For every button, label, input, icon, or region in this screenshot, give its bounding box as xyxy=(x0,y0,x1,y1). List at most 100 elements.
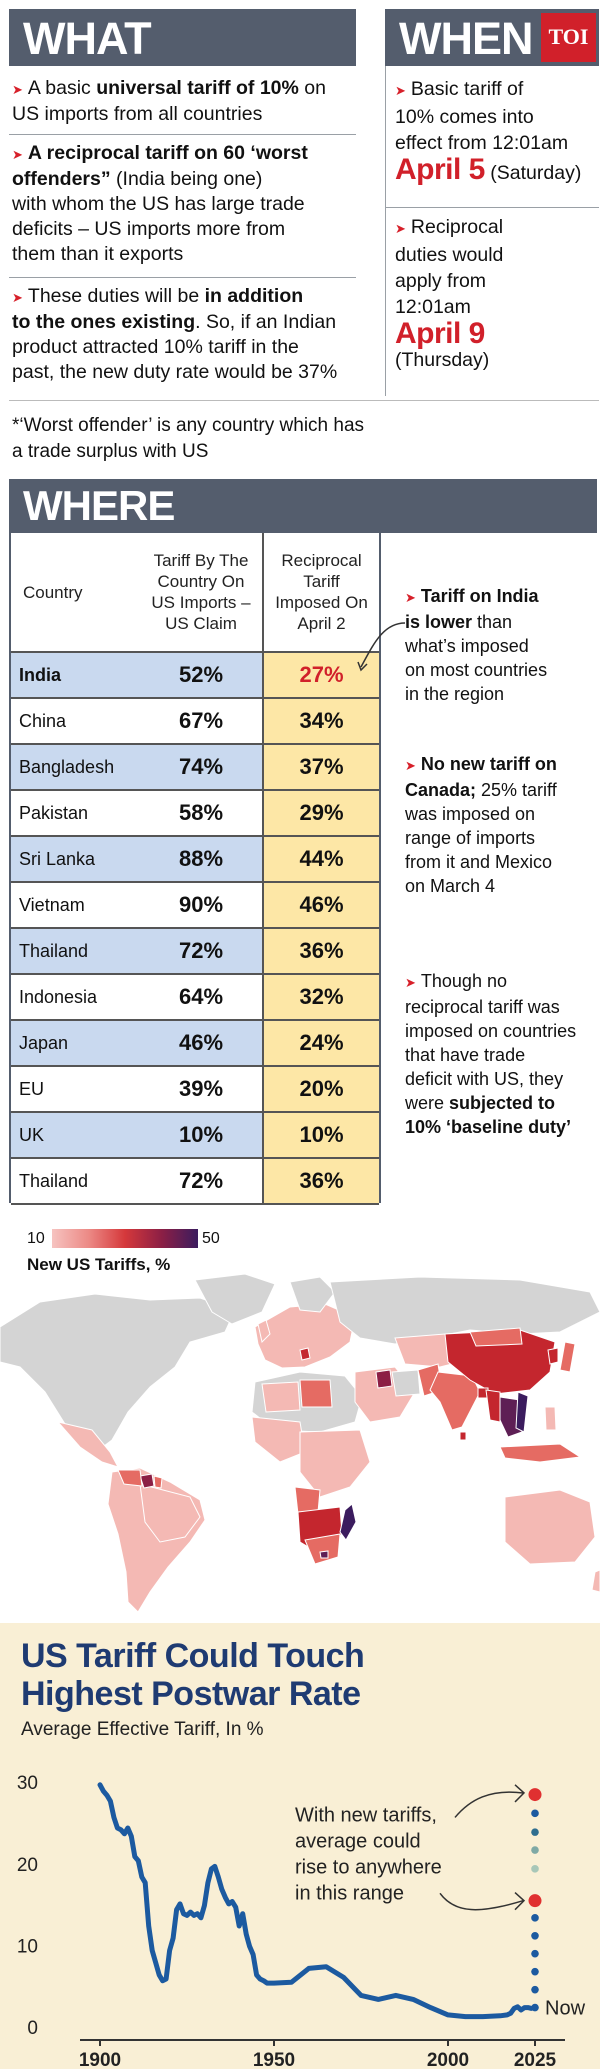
table-row: Indonesia 64% 32% xyxy=(11,975,379,1021)
text-run: . So, if an Indian xyxy=(195,311,337,333)
legend-max-label: 50 xyxy=(202,1230,220,1247)
when-line: apply from xyxy=(395,270,487,292)
map-greenland xyxy=(194,1273,276,1325)
where-side-note: ➤ Though no reciprocal tariff was imposed o… xyxy=(405,969,600,1139)
when-line: 12:01am xyxy=(395,296,471,318)
annotation-line: With new tariffs, xyxy=(295,1805,437,1827)
cell-us-claim: 67% xyxy=(140,699,262,745)
note-line: what’s imposed xyxy=(405,634,600,658)
cell-reciprocal: 20% xyxy=(262,1067,379,1113)
chart-title-line: Highest Postwar Rate xyxy=(21,1675,361,1713)
map-philippines xyxy=(544,1406,557,1431)
col-header-country: Country xyxy=(11,533,140,653)
cell-us-claim: 52% xyxy=(140,653,262,699)
when-item-reciprocal: ➤ Reciprocal duties would apply from 12:0… xyxy=(395,214,600,373)
average-tariff-line xyxy=(97,1782,534,2020)
where-heading-bar: WHERE xyxy=(9,479,597,533)
projection-dot xyxy=(531,1967,539,1976)
cell-reciprocal: 27% xyxy=(262,653,379,699)
cell-reciprocal: 24% xyxy=(262,1021,379,1067)
cell-us-claim: 90% xyxy=(140,883,262,929)
where-heading: WHERE xyxy=(23,482,175,529)
tariff-line-chart: 0 10 20 30 1900 1950 2000 2025 Now With new tarif… xyxy=(17,1773,586,2069)
map-iraq xyxy=(375,1369,393,1389)
y-tick-label: 30 xyxy=(17,1773,38,1794)
india-callout-arrow xyxy=(357,622,406,672)
text-run: Though no xyxy=(420,971,507,991)
map-guyana xyxy=(139,1473,155,1489)
when-divider-left xyxy=(385,66,386,396)
text-run: were xyxy=(405,1093,450,1113)
cell-country: Bangladesh xyxy=(11,745,140,791)
text-run: universal tariff of 10% xyxy=(96,77,299,99)
note-line: reciprocal tariff was xyxy=(405,995,600,1019)
legend-min-label: 10 xyxy=(27,1230,45,1247)
what-line: US imports from all countries xyxy=(12,102,357,127)
annotation-arrow-upper xyxy=(454,1791,524,1818)
y-tick-label: 20 xyxy=(17,1855,38,1876)
tariff-table: Country Tariff By The Country On US Impo… xyxy=(11,533,379,1205)
projection-dot xyxy=(531,1914,539,1922)
note-line: 10% ‘baseline duty’ xyxy=(405,1115,600,1139)
cell-reciprocal: 36% xyxy=(262,1159,379,1205)
text-run: A basic xyxy=(27,77,97,99)
table-row: Pakistan 58% 29% xyxy=(11,791,379,837)
what-item: ➤ A reciprocal tariff on 60 ‘worst offende… xyxy=(12,141,357,267)
text-run: is lower xyxy=(405,612,473,632)
what-line: ➤ A reciprocal tariff on 60 ‘worst xyxy=(12,141,357,167)
projection-dot xyxy=(531,1949,539,1958)
top-bottom-rule xyxy=(9,400,599,401)
text-run: to the ones existing xyxy=(12,311,196,333)
map-scandinavia xyxy=(289,1276,336,1313)
note-line: from it and Mexico xyxy=(405,850,600,874)
when-heading: WHEN xyxy=(399,13,533,64)
chart-title: US Tariff Could Touch Highest Postwar Ra… xyxy=(21,1637,365,1713)
cell-us-claim: 46% xyxy=(140,1021,262,1067)
text-run: subjected to xyxy=(449,1093,556,1113)
annotation-arrowhead-lower xyxy=(514,1891,526,1911)
what-line: ➤ A basic universal tariff of 10% on xyxy=(12,76,357,102)
cell-country: Thailand xyxy=(11,1159,140,1205)
when-line: Reciprocal xyxy=(410,216,504,238)
table-row: Japan 46% 24% xyxy=(11,1021,379,1067)
cell-reciprocal: 46% xyxy=(262,883,379,929)
map-north-america xyxy=(0,1293,236,1453)
red-arrow-icon: ➤ xyxy=(12,290,23,305)
text-run: Canada; xyxy=(405,780,477,800)
annotation-line: average could xyxy=(295,1831,421,1853)
table-row: UK 10% 10% xyxy=(11,1113,379,1159)
text-run: imposed on countries xyxy=(405,1021,577,1041)
map-japan xyxy=(559,1341,576,1373)
when-item-basic: ➤ Basic tariff of 10% comes into effect f… xyxy=(395,76,600,186)
map-lesotho xyxy=(319,1550,329,1559)
projection-dot xyxy=(531,1865,539,1873)
chart-subtitle: Average Effective Tariff, In % xyxy=(21,1719,264,1740)
cell-country: Sri Lanka xyxy=(11,837,140,883)
text-run: in the region xyxy=(405,684,505,704)
table-row: India 52% 27% xyxy=(11,653,379,699)
what-line: them than it exports xyxy=(12,242,357,267)
text-run: US imports from all countries xyxy=(12,103,263,125)
note-line: deficit with US, they xyxy=(405,1067,600,1091)
what-line: past, the new duty rate would be 37% xyxy=(12,360,357,385)
cell-us-claim: 72% xyxy=(140,929,262,975)
cell-country: Thailand xyxy=(11,929,140,975)
cell-country: UK xyxy=(11,1113,140,1159)
text-run: Tariff on India xyxy=(420,586,539,606)
red-arrow-icon: ➤ xyxy=(405,590,416,605)
cell-us-claim: 88% xyxy=(140,837,262,883)
red-arrow-icon: ➤ xyxy=(395,83,406,98)
y-tick-label: 0 xyxy=(27,2018,38,2039)
projection-dot xyxy=(531,1985,539,1994)
text-run: what’s imposed xyxy=(405,636,529,656)
map-new-zealand xyxy=(591,1569,600,1593)
text-run: offenders” xyxy=(12,168,111,190)
cell-reciprocal: 36% xyxy=(262,929,379,975)
map-vietnam xyxy=(515,1391,529,1433)
what-item: ➤ A basic universal tariff of 10% on US im… xyxy=(12,76,357,127)
where-side-note: ➤ No new tariff on Canada; 25% tariff was i… xyxy=(405,752,600,898)
text-run: No new tariff on xyxy=(420,754,557,774)
date-april-9: April 9 xyxy=(395,317,485,350)
map-mexico xyxy=(56,1421,120,1468)
text-run: on March 4 xyxy=(405,876,496,896)
